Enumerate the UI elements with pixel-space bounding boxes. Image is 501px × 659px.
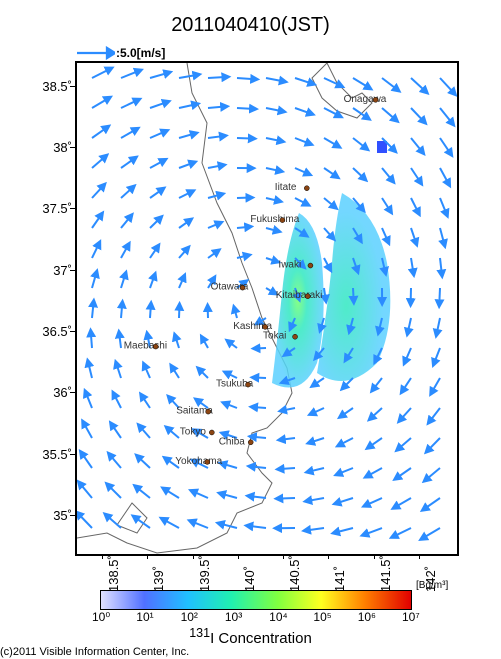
svg-text:Iitate: Iitate (275, 182, 297, 193)
svg-text:Tokyo: Tokyo (180, 426, 207, 437)
svg-text:Onagawa: Onagawa (344, 94, 387, 105)
svg-text:Fukushima: Fukushima (250, 214, 299, 225)
colorbar-tick: 10⁷ (402, 610, 420, 624)
colorbar-tick: 10⁶ (358, 610, 376, 624)
svg-text:Tokai: Tokai (263, 331, 286, 342)
colorbar-tick: 10⁴ (269, 610, 288, 624)
y-tick-label: 35.5˚ (38, 447, 72, 462)
y-tick-label: 38˚ (38, 140, 72, 155)
svg-text:Maebashi: Maebashi (124, 341, 167, 352)
scale-arrow-icon (75, 46, 115, 60)
map-plot: OnagawaIitateFukushimaIwakiOtawaraKitaib… (75, 61, 459, 556)
copyright-text: (c)2011 Visible Information Center, Inc. (0, 646, 189, 658)
y-tick-label: 36˚ (38, 385, 72, 400)
y-tick-label: 38.5˚ (38, 79, 72, 94)
colorbar-unit: [Bq/m³] (416, 580, 448, 591)
x-tick-label: 138.5˚ (106, 555, 121, 592)
svg-text:Iwaki: Iwaki (278, 260, 301, 271)
x-tick-label: 141˚ (332, 566, 347, 592)
svg-text:Kitaibaraki: Kitaibaraki (276, 290, 323, 301)
colorbar (100, 590, 412, 610)
chart-title: 2011040410(JST) (171, 14, 330, 37)
colorbar-tick: 10² (181, 610, 198, 624)
y-tick-label: 35˚ (38, 508, 72, 523)
scale-arrow-label: :5.0[m/s] (116, 46, 165, 60)
y-tick-label: 37.5˚ (38, 201, 72, 216)
x-tick-label: 139˚ (151, 566, 166, 592)
colorbar-tick: 10³ (225, 610, 242, 624)
svg-text:Yokohama: Yokohama (175, 456, 222, 467)
y-tick-label: 36.5˚ (38, 324, 72, 339)
y-tick-label: 37˚ (38, 263, 72, 278)
svg-text:Chiba: Chiba (219, 436, 246, 447)
x-tick-label: 140˚ (242, 566, 257, 592)
colorbar-tick: 10⁵ (313, 610, 331, 624)
x-tick-label: 140.5˚ (287, 555, 302, 592)
colorbar-tick: 10¹ (136, 610, 153, 624)
x-tick-label: 141.5˚ (378, 555, 393, 592)
x-tick-label: 139.5˚ (197, 555, 212, 592)
wind-arrows (77, 68, 454, 539)
colorbar-label: 131I Concentration (189, 626, 312, 647)
colorbar-tick: 10⁰ (92, 610, 110, 624)
